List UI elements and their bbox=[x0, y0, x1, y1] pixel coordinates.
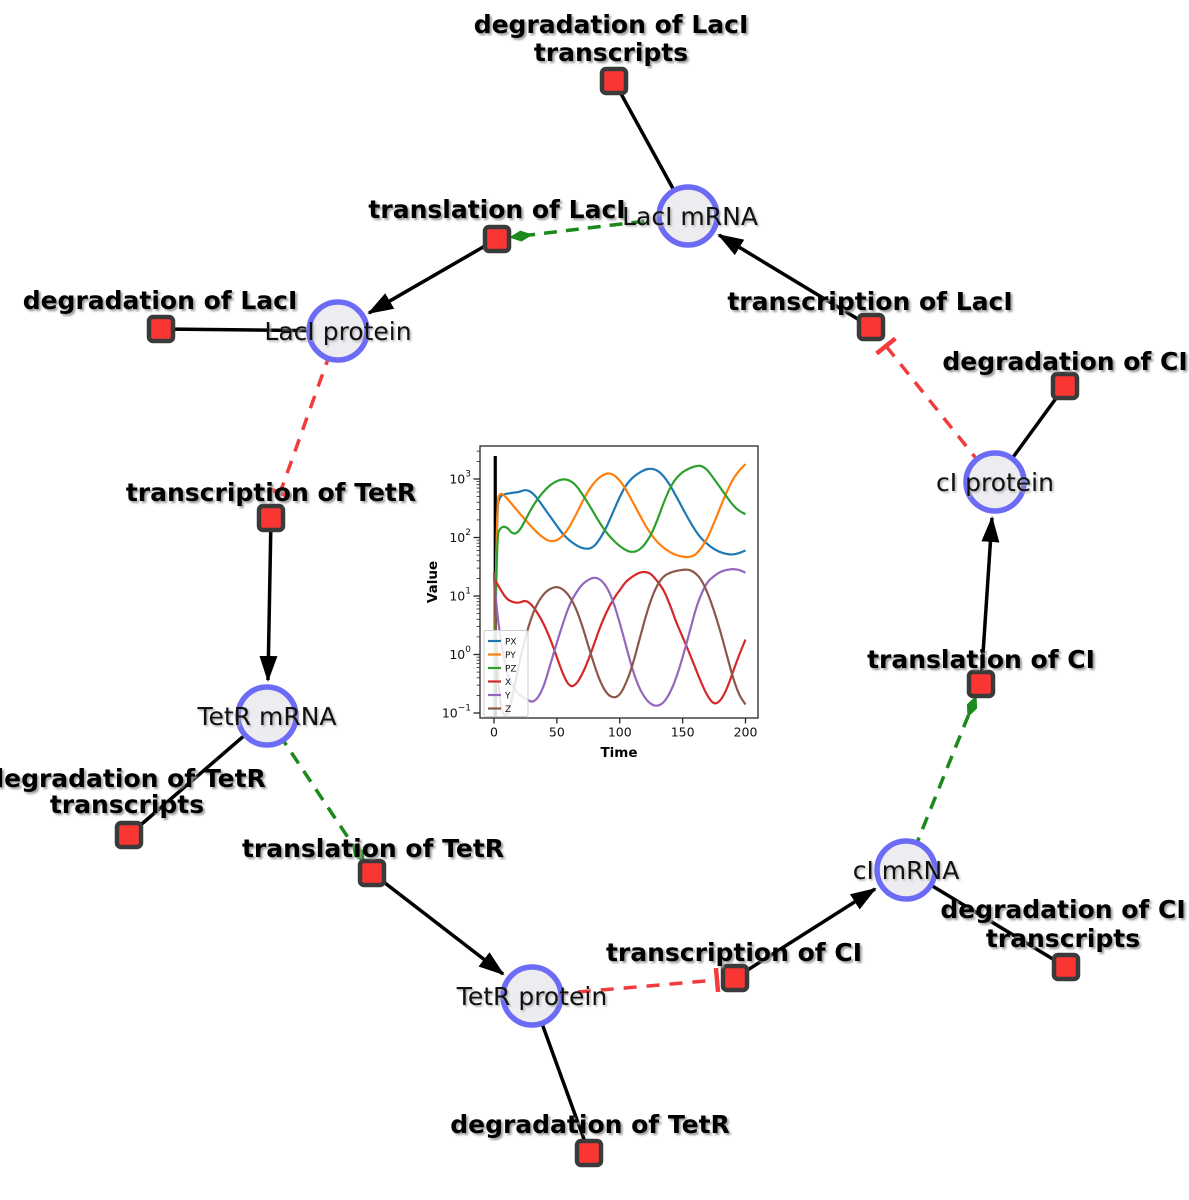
edge-translation-laci-to-laci-protein bbox=[367, 237, 498, 315]
species-label-laci-mrna: LacI mRNA bbox=[622, 202, 758, 231]
species-node-ci-mrna bbox=[874, 838, 938, 902]
edge-translation-tetr-to-tetr-protein bbox=[370, 871, 505, 976]
legend-label-PX: PX bbox=[505, 638, 517, 648]
reaction-label-translation-ci: translation of CI bbox=[867, 645, 1095, 674]
reaction-node-transcription-tetr bbox=[256, 503, 286, 533]
reaction-label-deg-ci-transcripts-2: transcripts bbox=[986, 924, 1140, 953]
reaction-node-translation-ci bbox=[966, 669, 996, 699]
edge-translation-ci-to-ci-protein bbox=[979, 516, 1000, 685]
edge-transcription-tetr-to-tetr-mrna bbox=[259, 517, 278, 682]
series-line-PX bbox=[492, 467, 746, 714]
species-label-tetr-mrna: TetR mRNA bbox=[196, 702, 336, 731]
y-tick-label: 101 bbox=[449, 587, 471, 604]
legend-label-PY: PY bbox=[505, 651, 516, 661]
legend-label-Z: Z bbox=[505, 705, 511, 715]
reaction-label-deg-laci-transcripts-1: degradation of LacI bbox=[474, 10, 749, 39]
y-tick-label: 100 bbox=[449, 645, 471, 662]
x-tick-label: 100 bbox=[608, 725, 632, 740]
reaction-label-deg-ci-transcripts-1: degradation of CI bbox=[940, 895, 1185, 924]
time-series-chart: 10−1 100 101 102 103 0 50 100 150 200 PX PY PZ XYZ Ti… bbox=[425, 445, 759, 761]
reaction-node-deg-ci bbox=[1050, 371, 1080, 401]
reaction-label-deg-tetr-transcripts-2: transcripts bbox=[50, 790, 204, 819]
reaction-label-translation-laci: translation of LacI bbox=[368, 195, 625, 224]
reaction-node-deg-laci-transcripts bbox=[599, 66, 629, 96]
species-label-ci-mrna: cI mRNA bbox=[853, 856, 960, 885]
reaction-node-deg-ci-transcripts bbox=[1051, 952, 1081, 982]
series-line-Z bbox=[492, 568, 747, 717]
reaction-label-transcription-tetr: transcription of TetR bbox=[126, 478, 416, 507]
reaction-node-deg-tetr bbox=[574, 1138, 604, 1168]
chart-dynamic-content: 10−1 100 101 102 103 0 50 100 150 200 PX PY PZ XYZ bbox=[442, 450, 758, 740]
reaction-label-transcription-laci: transcription of LacI bbox=[727, 287, 1012, 316]
reaction-node-translation-tetr bbox=[357, 858, 387, 888]
chart-ylabel: Value bbox=[425, 561, 441, 603]
edge-transcription-laci-to-laci-mrna bbox=[717, 233, 872, 329]
chart-xlabel: Time bbox=[600, 745, 637, 761]
y-tick-label: 103 bbox=[449, 470, 471, 487]
x-tick-label: 200 bbox=[734, 725, 758, 740]
species-node-ci-protein bbox=[963, 450, 1027, 514]
reaction-label-deg-ci: degradation of CI bbox=[942, 347, 1187, 376]
legend-label-X: X bbox=[505, 678, 511, 688]
reaction-label-deg-laci: degradation of LacI bbox=[23, 286, 298, 315]
reaction-node-deg-laci bbox=[146, 314, 176, 344]
reaction-label-translation-tetr: translation of TetR bbox=[242, 834, 504, 863]
reaction-label-transcription-ci: transcription of CI bbox=[606, 938, 862, 967]
x-tick-label: 0 bbox=[490, 725, 498, 740]
series-line-X bbox=[493, 570, 747, 705]
labels: degradation of LacI transcripts translat… bbox=[0, 10, 1188, 1139]
reaction-label-deg-tetr-transcripts-1: degradation of TetR bbox=[0, 764, 266, 793]
legend-label-Y: Y bbox=[504, 692, 511, 702]
y-tick-label: 10−1 bbox=[442, 704, 471, 721]
series-line-PY bbox=[492, 463, 747, 714]
reaction-node-transcription-ci bbox=[720, 963, 750, 993]
reaction-node-transcription-laci bbox=[856, 312, 886, 342]
legend-label-PZ: PZ bbox=[505, 665, 517, 675]
species-node-laci-protein bbox=[306, 299, 370, 363]
species-node-tetr-protein bbox=[500, 964, 564, 1028]
nodes bbox=[114, 66, 1081, 1168]
species-label-tetr-protein: TetR protein bbox=[456, 982, 607, 1011]
x-tick-label: 50 bbox=[549, 725, 565, 740]
reaction-node-deg-tetr-transcripts bbox=[114, 820, 144, 850]
species-label-laci-protein: LacI protein bbox=[264, 317, 411, 346]
species-label-ci-protein: cI protein bbox=[936, 468, 1054, 497]
reaction-node-translation-laci bbox=[482, 224, 512, 254]
reaction-label-deg-laci-transcripts-2: transcripts bbox=[534, 38, 688, 67]
reaction-label-deg-tetr: degradation of TetR bbox=[450, 1110, 730, 1139]
y-tick-label: 102 bbox=[449, 528, 471, 545]
x-tick-label: 150 bbox=[671, 725, 695, 740]
species-node-laci-mrna bbox=[656, 184, 720, 248]
edge-transcription-ci-to-ci-mrna bbox=[734, 887, 877, 980]
series-line-PZ bbox=[492, 464, 746, 714]
species-node-tetr-mrna bbox=[235, 684, 299, 748]
series-line-Y bbox=[492, 568, 746, 707]
